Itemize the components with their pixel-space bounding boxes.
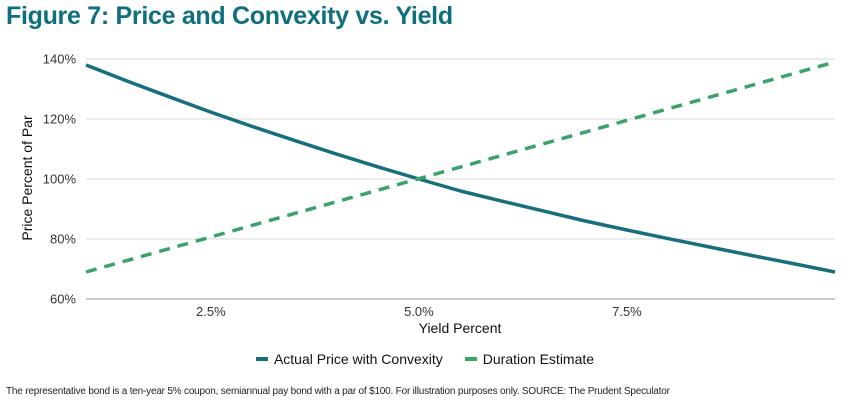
legend-swatch-solid <box>255 357 268 361</box>
x-tick-label: 5.0% <box>404 304 434 319</box>
legend-item-actual-price: Actual Price with Convexity <box>255 351 443 367</box>
legend: Actual Price with Convexity Duration Est… <box>0 351 850 367</box>
series-lines <box>85 60 836 274</box>
footnote: The representative bond is a ten-year 5%… <box>6 386 670 397</box>
y-tick-label: 60% <box>50 292 76 307</box>
y-tick-labels: 60% 80% 100% 120% 140% <box>43 52 77 307</box>
legend-label-actual-price: Actual Price with Convexity <box>273 351 443 367</box>
series-line-duration-estimate <box>85 60 836 274</box>
x-tick-label: 2.5% <box>196 304 226 319</box>
y-axis-label: Price Percent of Par <box>19 115 35 241</box>
legend-swatch-dashed <box>464 357 477 361</box>
series-line-actual-price <box>85 63 836 274</box>
legend-item-duration-estimate: Duration Estimate <box>464 351 595 367</box>
chart-title: Figure 7: Price and Convexity vs. Yield <box>6 2 453 30</box>
x-tick-label: 7.5% <box>612 304 642 319</box>
y-tick-label: 80% <box>50 232 76 247</box>
y-tick-label: 140% <box>43 52 77 67</box>
x-tick-labels: 2.5% 5.0% 7.5% <box>196 304 642 319</box>
y-tick-label: 100% <box>43 172 77 187</box>
y-tick-label: 120% <box>43 112 77 127</box>
x-axis-label: Yield Percent <box>419 320 502 336</box>
gridlines <box>86 58 835 300</box>
legend-label-duration-estimate: Duration Estimate <box>482 351 595 367</box>
